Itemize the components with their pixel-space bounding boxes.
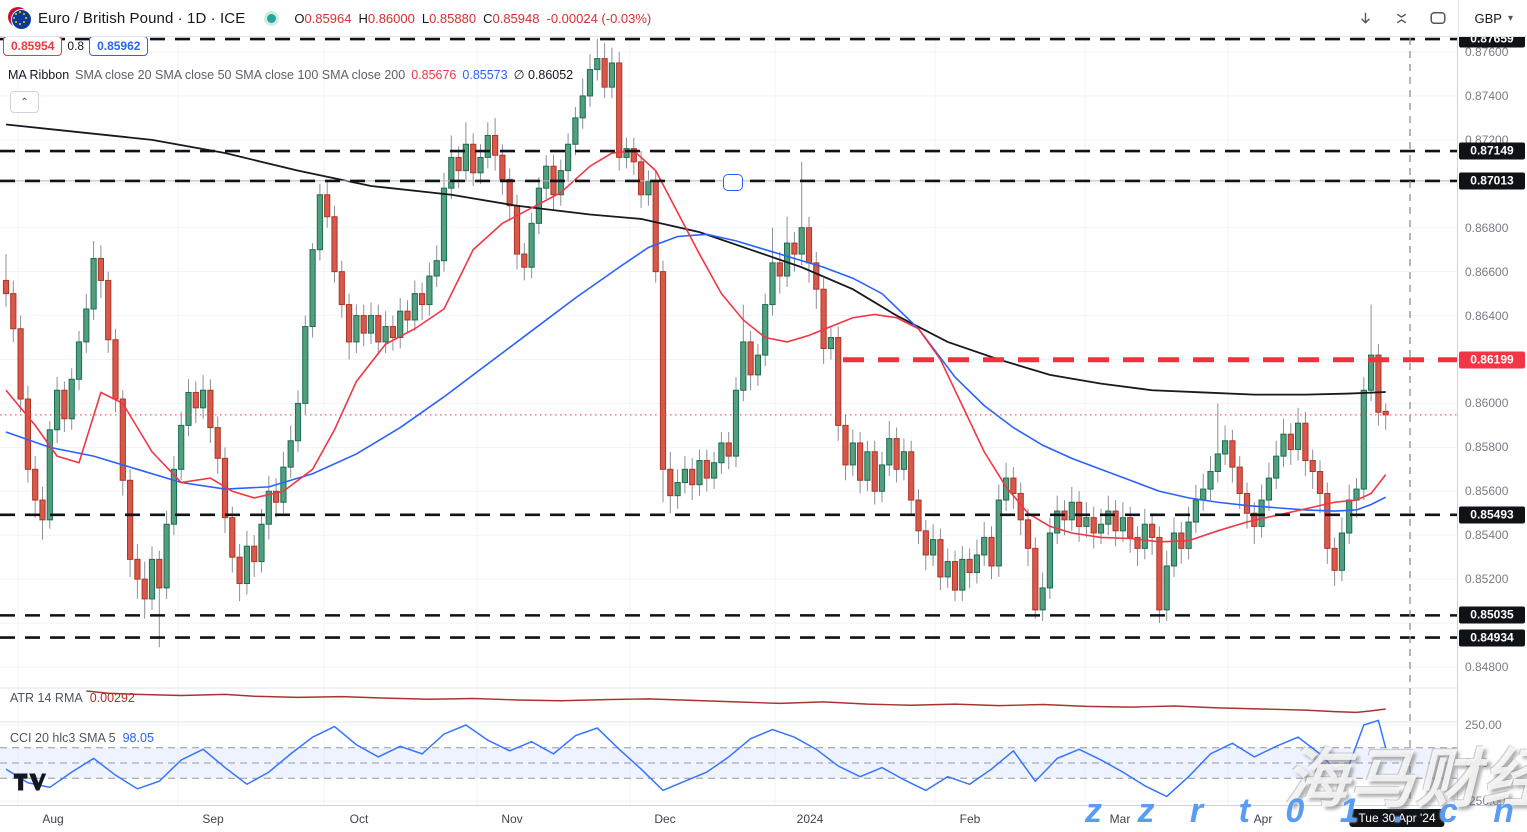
sma-200-line <box>5 123 1386 396</box>
ma-value-average: ∅ 0.86052 <box>513 68 574 82</box>
fullscreen-button[interactable] <box>1421 4 1454 32</box>
cci-tick-label: 250.00 <box>1465 718 1502 732</box>
tradingview-logo-icon <box>13 773 47 791</box>
price-level-chip: 0.87013 <box>1459 172 1525 190</box>
chart-region: 0.87600 0.87400 0.87200 0.86800 0.86600 0.864… <box>0 36 1527 832</box>
month-label: 2024 <box>796 812 824 826</box>
market-status-dot <box>267 13 277 23</box>
cci-tick-label: 0.00 <box>1465 756 1489 770</box>
atr-value: 0.00292 <box>89 691 135 705</box>
price-level-chip: 0.87659 <box>1459 36 1525 48</box>
atr-indicator-legend[interactable]: ATR 14 RMA 0.00292 <box>10 691 135 705</box>
price-tick-label: 0.87600 <box>1465 45 1509 59</box>
line-drag-handle[interactable] <box>723 174 743 191</box>
open-value: 0.85964 <box>304 10 352 26</box>
truncated-price-label: 0.8 <box>67 39 85 53</box>
price-level-chip: 0.84934 <box>1459 629 1525 647</box>
atr-line <box>86 690 1386 714</box>
blue-level-price-label[interactable]: 0.85962 <box>89 36 149 56</box>
atr-label: ATR 14 RMA <box>10 691 83 705</box>
eurgbp-pair-icon <box>8 7 32 30</box>
currency-dropdown[interactable]: GBP ▾ <box>1457 0 1527 36</box>
download-button[interactable] <box>1349 4 1382 32</box>
ma-value-red: 0.85676 <box>411 67 457 82</box>
collapse-panel-button[interactable] <box>1385 4 1418 32</box>
ma-value-blue: 0.85573 <box>462 67 508 82</box>
ma-ribbon-legend[interactable]: MA Ribbon SMA close 20 SMA close 50 SMA … <box>8 67 574 83</box>
currency-label: GBP <box>1474 10 1502 26</box>
ohlc-values: O0.85964 H0.86000 L0.85880 C0.85948 -0.0… <box>294 10 652 26</box>
candles-group <box>2 38 1389 648</box>
price-level-chip: 0.87149 <box>1459 142 1525 160</box>
month-label: Aug <box>42 812 64 826</box>
price-tick-label: 0.84800 <box>1465 659 1509 674</box>
chevron-down-icon: ▾ <box>1507 12 1513 24</box>
price-level-chip: 0.86199 <box>1459 351 1525 369</box>
price-tick-label: 0.85800 <box>1465 440 1509 455</box>
change-value: -0.00024 (-0.03%) <box>546 10 652 26</box>
legend-collapse-button[interactable]: ⌃ <box>10 91 39 113</box>
price-tick-label: 0.86000 <box>1465 396 1509 411</box>
price-axis[interactable]: 0.87600 0.87400 0.87200 0.86800 0.86600 0.864… <box>1457 36 1527 805</box>
drawing-price-labels: 0.85954 0.8 0.85962 <box>3 36 149 56</box>
month-label: Sep <box>202 812 224 826</box>
price-tick-label: 0.85600 <box>1465 484 1509 499</box>
month-label: Mar <box>1109 812 1131 826</box>
month-label: Feb <box>959 812 981 826</box>
cci-line <box>5 719 1387 798</box>
sma-20-line <box>5 150 1387 543</box>
high-value: 0.86000 <box>367 10 415 26</box>
download-icon <box>1361 12 1370 24</box>
toolbar-actions: GBP ▾ <box>1349 0 1527 36</box>
low-value: 0.85880 <box>429 10 477 26</box>
time-axis[interactable]: Aug Sep Oct Nov Dec 2024 Feb Mar Apr Tue 30 Apr '… <box>0 805 1527 832</box>
cci-tick-label: -250.00 <box>1465 794 1506 805</box>
chart-canvas[interactable] <box>0 36 1457 805</box>
tradingview-logo[interactable] <box>13 772 47 797</box>
price-level-chip: 0.85035 <box>1459 606 1525 624</box>
cci-label: CCI 20 hlc3 SMA 5 <box>10 731 116 745</box>
symbol-title[interactable]: Euro / British Pound · 1D · ICE <box>38 9 246 27</box>
cci-value: 98.05 <box>122 731 154 745</box>
price-tick-label: 0.85200 <box>1465 572 1509 587</box>
price-tick-label: 0.86800 <box>1465 220 1509 235</box>
cci-indicator-legend[interactable]: CCI 20 hlc3 SMA 5 98.05 <box>10 731 154 745</box>
collapse-panel-icon <box>1396 13 1407 23</box>
fullscreen-icon <box>1430 12 1445 24</box>
chart-toolbar: Euro / British Pound · 1D · ICE O0.85964… <box>0 0 1527 37</box>
month-label: Apr <box>1253 812 1273 826</box>
price-level-chip: 0.85493 <box>1459 506 1525 524</box>
ma-ribbon-params: SMA close 20 SMA close 50 SMA close 100 … <box>75 67 406 82</box>
month-label: Oct <box>349 812 369 826</box>
red-level-price-label[interactable]: 0.85954 <box>3 36 63 56</box>
price-tick-label: 0.87400 <box>1465 88 1509 103</box>
price-tick-label: 0.85400 <box>1465 528 1509 543</box>
sma-50-line <box>5 233 1387 512</box>
month-label: Nov <box>501 812 523 826</box>
price-tick-label: 0.86600 <box>1465 264 1509 279</box>
current-date-chip: Tue 30 Apr '24 <box>1349 809 1445 827</box>
month-label: Dec <box>654 812 676 826</box>
ma-ribbon-title: MA Ribbon <box>8 67 70 82</box>
price-tick-label: 0.86400 <box>1465 308 1509 323</box>
close-value: 0.85948 <box>492 10 540 26</box>
symbol-info: Euro / British Pound · 1D · ICE O0.85964… <box>0 7 652 30</box>
